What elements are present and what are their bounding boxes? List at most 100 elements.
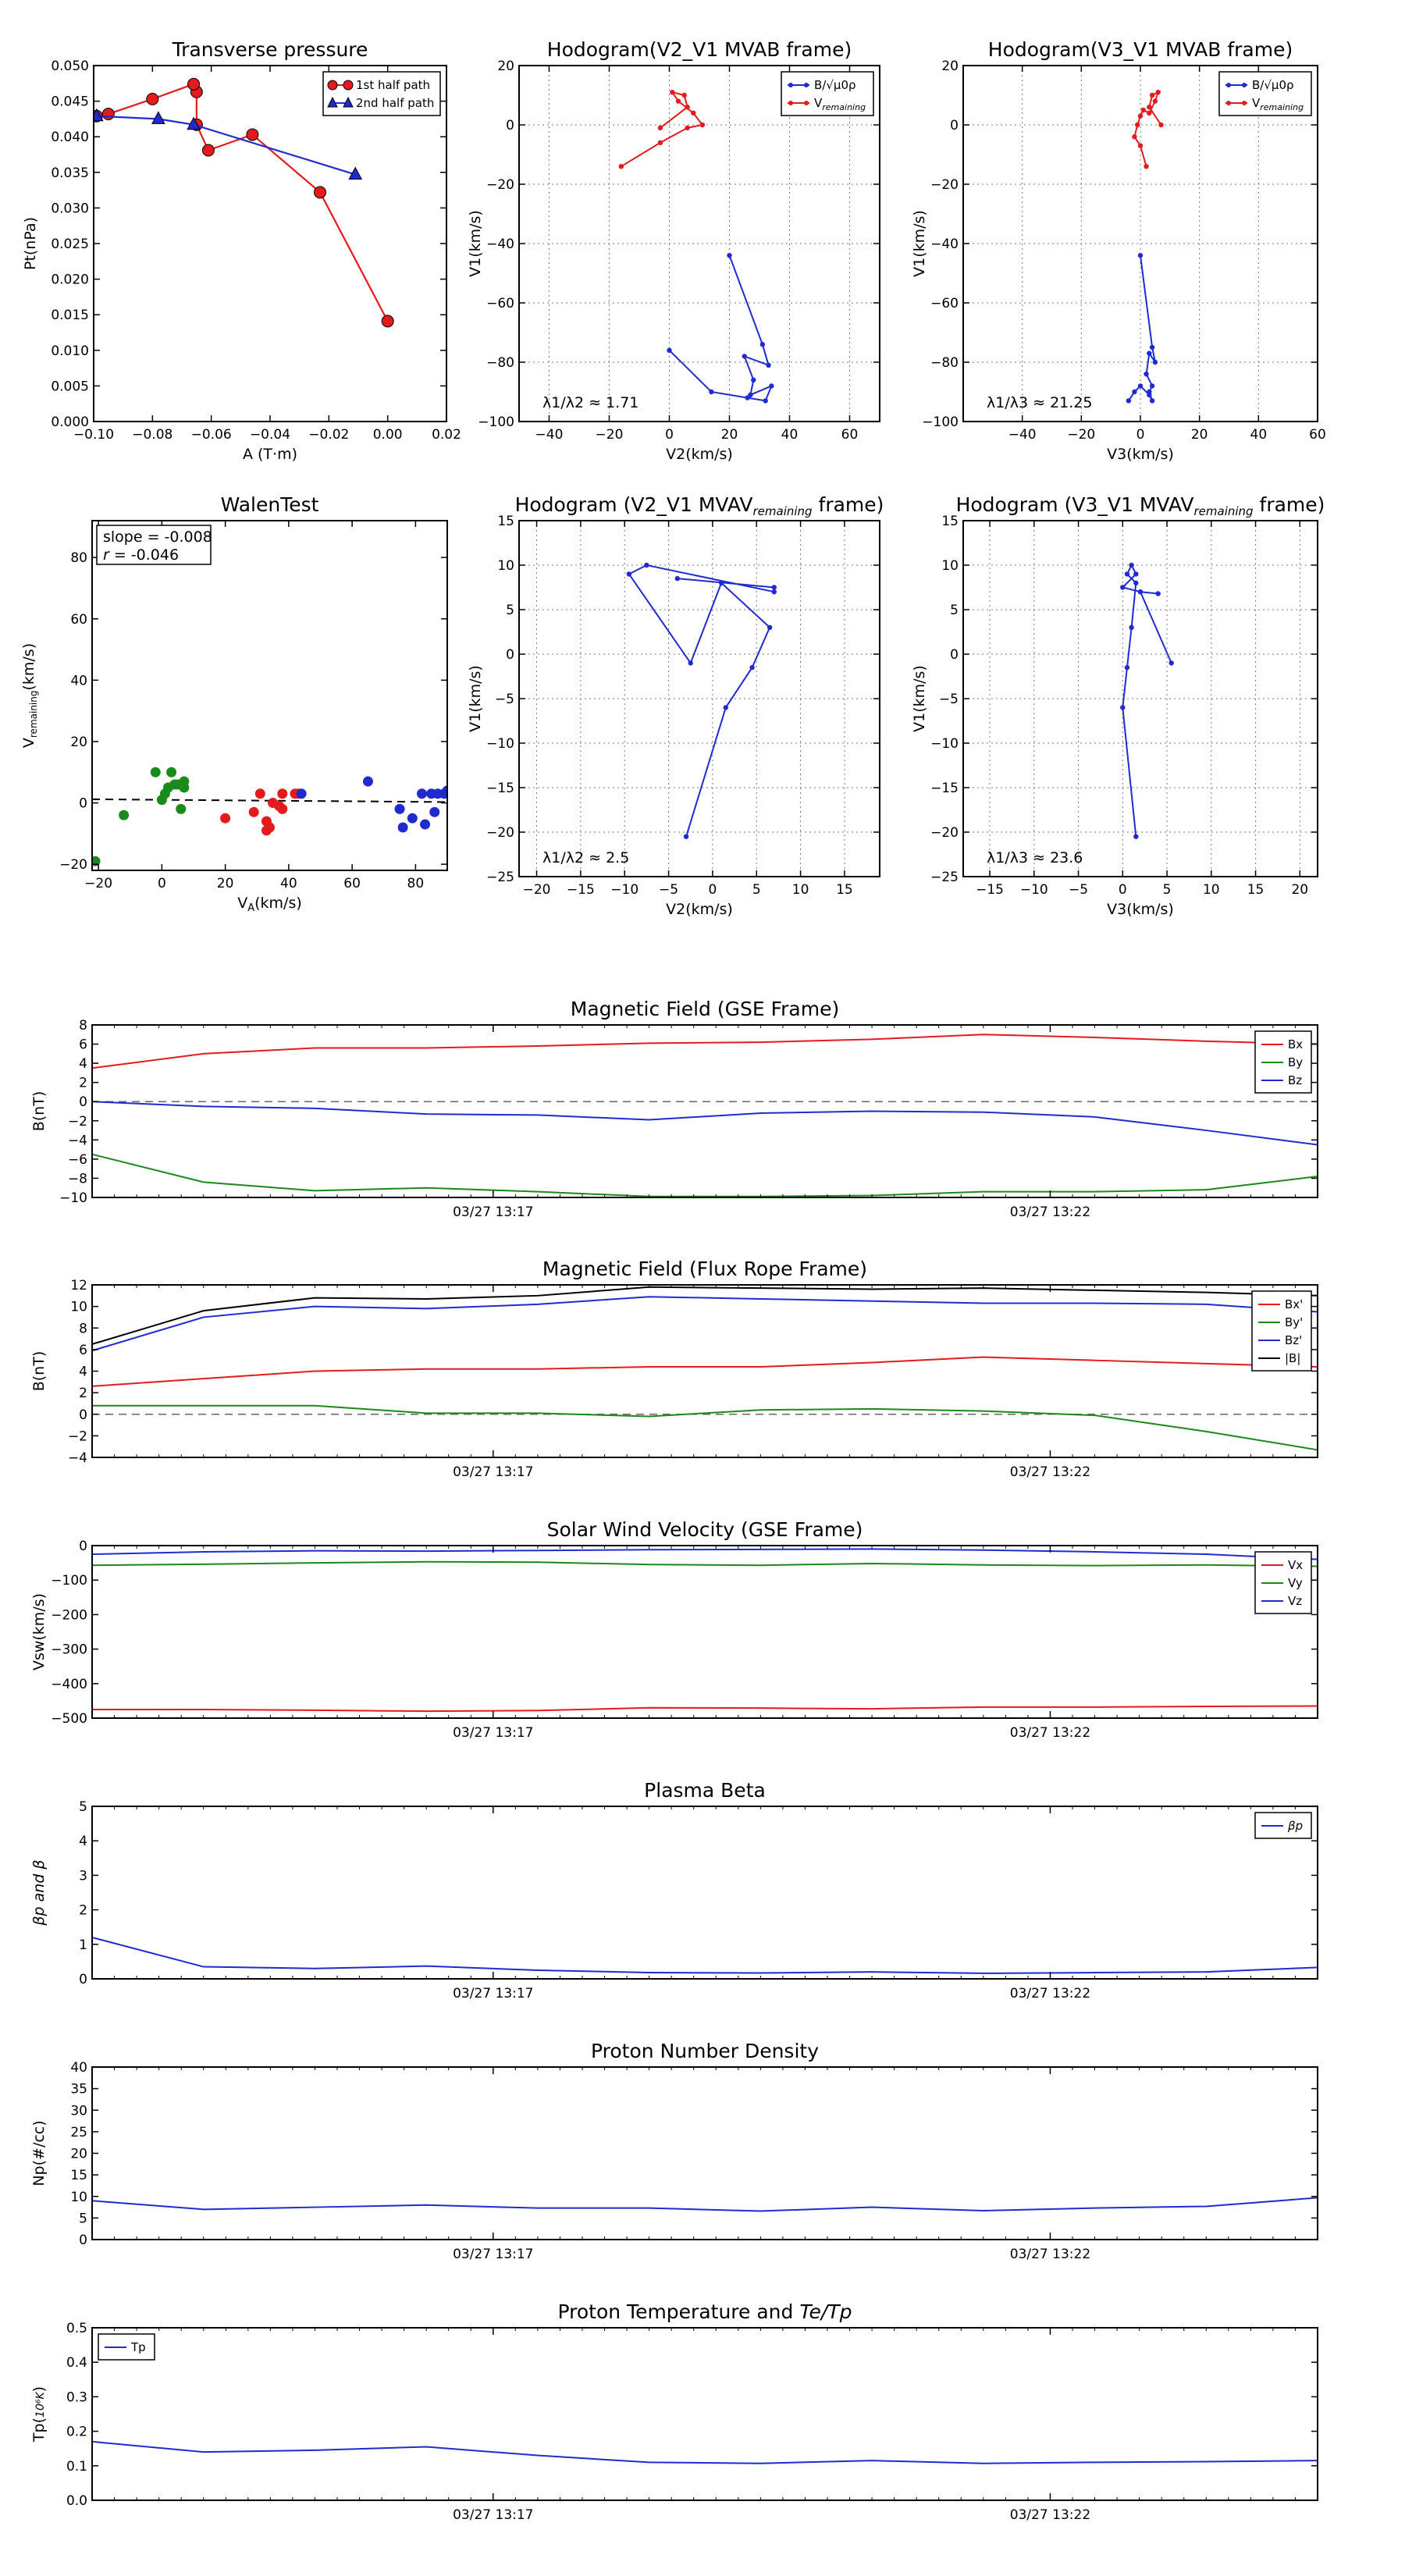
data-point bbox=[1137, 589, 1144, 595]
legend-marker bbox=[1242, 83, 1247, 87]
x-tick-label: 5 bbox=[1163, 882, 1172, 898]
data-point bbox=[727, 253, 732, 258]
legend-label: By bbox=[1288, 1055, 1303, 1069]
x-tick-label: −20 bbox=[84, 876, 112, 891]
data-point bbox=[759, 342, 766, 347]
legend-marker bbox=[1226, 101, 1231, 105]
legend: βp bbox=[1254, 1812, 1312, 1839]
y-tick-label: 8 bbox=[79, 1321, 87, 1336]
chart-tp: Transverse pressure 0.000 0.005 0.010 0.015 0… bbox=[22, 38, 461, 463]
y-tick-label: −20 bbox=[486, 825, 514, 841]
series-line bbox=[92, 1286, 1318, 1345]
data-point bbox=[348, 166, 363, 180]
series-line bbox=[92, 1356, 1318, 1387]
y-tick-label: 4 bbox=[79, 1364, 87, 1380]
y-tick-label: 8 bbox=[79, 1018, 87, 1034]
data-point bbox=[751, 377, 756, 382]
y-tick-label: 0.020 bbox=[51, 272, 89, 288]
x-tick-label: 10 bbox=[792, 882, 809, 898]
chart-h1: Hodogram(V2_V1 MVAB frame) −100 −80 −60 −40 −… bbox=[467, 38, 880, 463]
data-point bbox=[407, 813, 418, 824]
series-line bbox=[92, 1936, 1318, 1974]
legend-label: Vy bbox=[1288, 1576, 1303, 1590]
legend-marker bbox=[343, 80, 354, 91]
data-layer bbox=[92, 2440, 1318, 2464]
x-tick-label: 40 bbox=[781, 427, 799, 443]
y-tick-label: 15 bbox=[70, 2168, 87, 2183]
y-tick-label: 6 bbox=[79, 1037, 87, 1053]
data-point bbox=[277, 803, 288, 814]
chart-bfr: Magnetic Field (Flux Rope Frame) −4 −2 0 2 4 6… bbox=[30, 1258, 1318, 1480]
y-tick-label: 10 bbox=[497, 558, 514, 574]
data-point bbox=[314, 186, 327, 199]
x-tick-label: 0 bbox=[158, 876, 166, 891]
legend-label: Bx' bbox=[1285, 1297, 1303, 1311]
legend-label: B/√μ0ρ bbox=[814, 78, 856, 92]
legend-label: 1st half path bbox=[356, 78, 430, 92]
data-point bbox=[119, 809, 130, 820]
legend-label: βp bbox=[1287, 1819, 1303, 1833]
y-tick-label: −300 bbox=[51, 1642, 87, 1658]
data-point bbox=[1147, 105, 1152, 110]
y-tick-label: 5 bbox=[506, 603, 514, 618]
series-line bbox=[96, 83, 389, 322]
data-point bbox=[1120, 705, 1126, 710]
legend: Bx By Bz bbox=[1254, 1030, 1312, 1094]
x-tick-label: 03/27 13:17 bbox=[453, 2247, 533, 2262]
data-point bbox=[670, 90, 675, 95]
chart-title: Transverse pressure bbox=[172, 38, 368, 61]
legend-label: |B| bbox=[1285, 1351, 1300, 1365]
data-point bbox=[362, 776, 373, 787]
series-line bbox=[92, 1560, 1318, 1567]
chart-beta: Plasma Beta 0 1 2 3 4 5 03/27 13:17 03/27 13:22 β… bbox=[30, 1779, 1318, 2001]
y-tick-label: 0.030 bbox=[51, 201, 89, 216]
chart-title: Hodogram(V3_V1 MVAB frame) bbox=[988, 38, 1293, 61]
data-point bbox=[1129, 562, 1134, 568]
y-tick-label: 10 bbox=[70, 2190, 87, 2205]
y-tick-label: −100 bbox=[478, 415, 514, 430]
data-point bbox=[1129, 624, 1134, 630]
y-tick-label: −20 bbox=[930, 825, 959, 841]
y-tick-label: 5 bbox=[79, 1799, 87, 1815]
data-point bbox=[101, 108, 115, 121]
legend-label: Vx bbox=[1288, 1558, 1303, 1572]
y-tick-label: 20 bbox=[70, 2147, 87, 2162]
axes-frame bbox=[518, 65, 880, 422]
data-point bbox=[277, 788, 288, 799]
data-point bbox=[94, 108, 104, 122]
data-layer bbox=[92, 2197, 1318, 2212]
x-tick-label: −20 bbox=[523, 882, 551, 898]
chart-h3: Hodogram (V2_V1 MVAVremaining frame)−25−… bbox=[467, 493, 884, 918]
data-layer bbox=[92, 767, 447, 866]
legend-marker bbox=[788, 83, 793, 87]
x-tick-label: 0.02 bbox=[432, 427, 461, 443]
axes-frame bbox=[518, 520, 880, 877]
y-axis-label: Vremaining(km/s) bbox=[20, 643, 39, 748]
y-tick-label: 20 bbox=[497, 59, 514, 74]
chart-np: Proton Number Density 0 5 10 15 20 25 30 35 40 03/… bbox=[30, 2040, 1318, 2262]
x-tick-label: −0.08 bbox=[132, 427, 173, 443]
data-point bbox=[1152, 359, 1158, 365]
x-tick-label: −10 bbox=[610, 882, 638, 898]
data-point bbox=[674, 575, 681, 582]
y-tick-label: 5 bbox=[950, 603, 959, 618]
data-point bbox=[618, 164, 624, 169]
x-axis-label: V2(km/s) bbox=[666, 901, 733, 918]
y-tick-label: −15 bbox=[930, 781, 959, 796]
chart-title: Plasma Beta bbox=[644, 1779, 766, 1802]
legend-label: Vz bbox=[1288, 1594, 1302, 1608]
legend-label: B/√μ0ρ bbox=[1252, 78, 1294, 92]
y-tick-label: 0 bbox=[506, 647, 514, 663]
legend-label: Tp bbox=[130, 2340, 146, 2354]
legend: 1st half path 2nd half path bbox=[322, 71, 441, 116]
y-tick-label: 6 bbox=[79, 1343, 87, 1358]
y-tick-label: −6 bbox=[68, 1152, 87, 1168]
series-line bbox=[92, 2197, 1318, 2212]
legend-marker bbox=[804, 83, 809, 87]
x-axis-label: A (T·m) bbox=[243, 446, 297, 463]
chart-title: Magnetic Field (Flux Rope Frame) bbox=[542, 1258, 867, 1280]
series-line bbox=[1133, 91, 1162, 167]
y-tick-label: 0.045 bbox=[51, 94, 89, 110]
chart-title: Proton Number Density bbox=[591, 2040, 819, 2062]
data-layer bbox=[92, 1936, 1318, 1974]
